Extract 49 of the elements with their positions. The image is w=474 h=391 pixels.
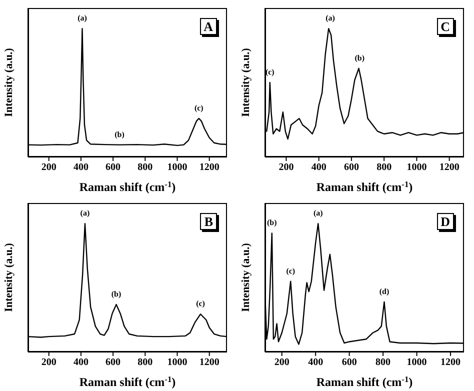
x-tick-label: 1000 [406, 357, 427, 368]
x-tick-label: 200 [41, 357, 56, 368]
x-tick-label: 400 [73, 357, 88, 368]
annotation: D [436, 213, 454, 230]
annotation: (b) [354, 53, 365, 62]
x-tick-label: 600 [106, 357, 121, 368]
annotation: (b) [111, 289, 122, 298]
x-tick-label: 400 [311, 162, 326, 174]
x-axis-title: Raman shift (cm$^{-1}$) [79, 374, 176, 389]
annotation: (c) [196, 299, 206, 308]
x-tick-label: 400 [308, 357, 324, 368]
x-tick-label: 200 [274, 357, 290, 368]
x-tick-label: 800 [138, 357, 153, 368]
annotation: A [200, 18, 217, 35]
x-tick-label: 200 [41, 162, 56, 174]
annotation: B [200, 213, 217, 230]
x-axis-title: Raman shift (cm$^{-1}$) [316, 180, 413, 194]
x-tick-label: 200 [278, 162, 294, 174]
x-tick-label: 600 [106, 162, 121, 174]
annotation: (b) [267, 218, 278, 228]
x-tick-label: 1200 [199, 357, 220, 368]
annotation: (c) [286, 266, 296, 276]
x-tick-label: 600 [344, 162, 359, 174]
annotation: (b) [114, 130, 125, 139]
y-axis-title: Intensity (a.u.) [2, 242, 15, 312]
x-tick-label: 1000 [406, 162, 427, 174]
x-tick-label: 400 [73, 162, 88, 174]
annotation: (a) [80, 208, 90, 218]
annotation: (d) [379, 286, 390, 296]
annotation: (c) [194, 103, 204, 112]
x-tick-label: 800 [376, 357, 391, 368]
x-tick-label: 1200 [439, 162, 460, 174]
annotation: (a) [78, 14, 88, 23]
annotation: C [436, 18, 454, 35]
x-tick-label: 1000 [167, 162, 188, 174]
x-tick-label: 1000 [167, 357, 188, 368]
annotation: (a) [313, 208, 324, 218]
x-axis-title: Raman shift (cm$^{-1}$) [79, 180, 176, 194]
x-axis-title: Raman shift (cm$^{-1}$) [316, 374, 413, 389]
x-tick-label: 600 [342, 357, 357, 368]
annotation: (a) [326, 14, 336, 23]
x-tick-label: 1200 [440, 357, 461, 368]
y-axis-title: Intensity (a.u.) [240, 48, 252, 117]
y-axis-title: Intensity (a.u.) [2, 48, 15, 117]
x-tick-label: 800 [376, 162, 392, 174]
x-tick-label: 800 [138, 162, 153, 174]
y-axis-title: Intensity (a.u.) [240, 242, 252, 312]
x-tick-label: 1200 [199, 162, 220, 174]
annotation: (c) [265, 68, 275, 76]
